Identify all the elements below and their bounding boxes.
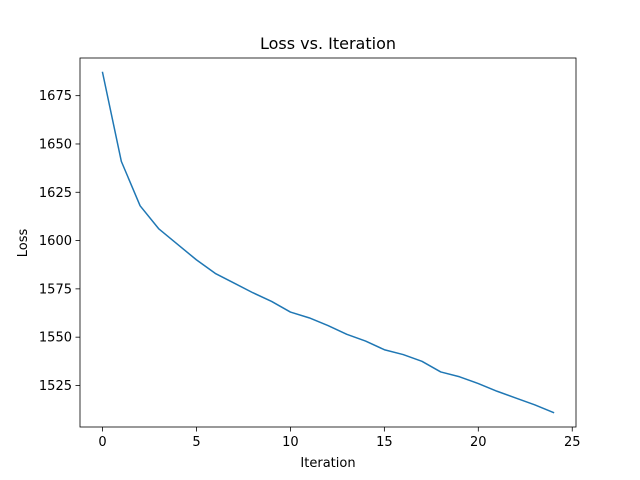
y-tick-label: 1525 — [39, 379, 72, 394]
x-axis: 0 5 10 15 20 25 — [98, 427, 581, 450]
x-tick-label: 0 — [98, 435, 106, 450]
y-tick-label: 1625 — [39, 186, 72, 201]
plot-area — [79, 57, 577, 428]
x-tick-label: 5 — [192, 435, 200, 450]
x-tick-label: 10 — [282, 435, 299, 450]
y-axis-label: Loss — [16, 229, 31, 258]
y-axis: 1525 1550 1575 1600 1625 1650 1675 — [39, 89, 80, 394]
y-tick-label: 1575 — [39, 282, 72, 297]
y-tick-label: 1550 — [39, 331, 72, 346]
chart-title: Loss vs. Iteration — [260, 34, 396, 53]
x-axis-label: Iteration — [300, 456, 355, 471]
y-tick-label: 1650 — [39, 137, 72, 152]
series-layer — [101, 71, 555, 414]
x-tick-label: 20 — [470, 435, 487, 450]
y-tick-label: 1675 — [39, 89, 72, 104]
x-tick-label: 15 — [376, 435, 393, 450]
loss-series-line — [101, 71, 555, 414]
axes-frame — [79, 57, 577, 428]
y-tick-label: 1600 — [39, 234, 72, 249]
x-tick-label: 25 — [564, 435, 581, 450]
